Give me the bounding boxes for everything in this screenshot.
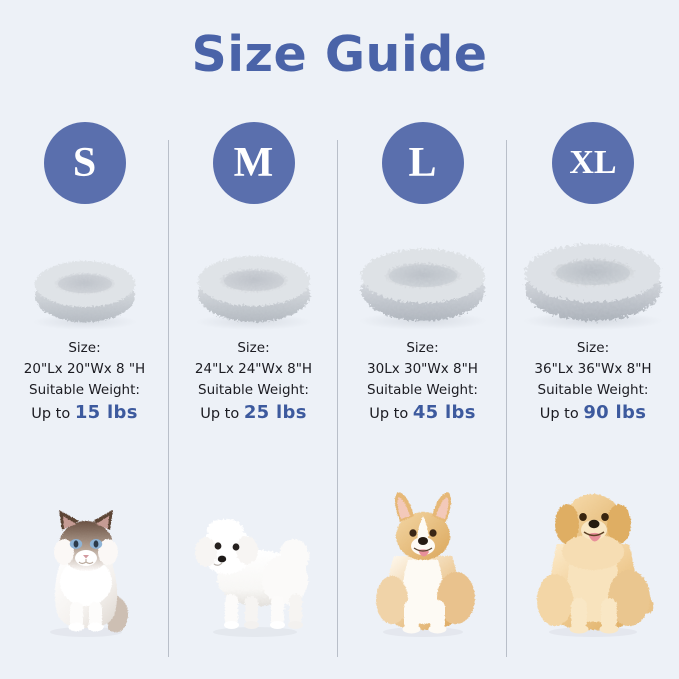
weight-label-xl: Suitable Weight: xyxy=(537,382,649,398)
size-badge-m: M xyxy=(212,122,295,204)
fluffy-donut-pet-bed-xlarge-icon xyxy=(523,244,663,330)
fluffy-donut-pet-bed-medium-icon xyxy=(195,256,312,330)
pet-image-wrap-xl xyxy=(507,425,679,658)
spec-text-s: Size: 20"Lx 20"Wx 8 "H Suitable Weight: … xyxy=(24,338,145,425)
bed-image-wrap-s xyxy=(0,204,169,336)
bichon-frise-standing-icon xyxy=(194,519,309,637)
weight-label-m: Suitable Weight: xyxy=(198,382,309,398)
ragdoll-cat-sitting-icon xyxy=(49,510,128,637)
dimensions-m: 24"Lx 24"Wx 8"H xyxy=(194,361,313,377)
size-badge-l: L xyxy=(381,122,464,204)
column-divider-3 xyxy=(506,140,507,657)
weight-value-l: 45 lbs xyxy=(412,402,476,423)
dimensions-s: 20"Lx 20"Wx 8 "H xyxy=(23,361,146,377)
pet-image-wrap-m xyxy=(169,425,338,658)
size-badge-xl: XL xyxy=(552,122,634,204)
weight-line-xl: Up to 90 lbs xyxy=(534,402,651,425)
weight-prefix-m: Up to xyxy=(200,406,244,422)
weight-label-s: Suitable Weight: xyxy=(29,382,140,398)
page-title: Size Guide xyxy=(191,26,488,83)
size-column-xl: XL xyxy=(507,118,679,658)
size-column-s: S xyxy=(0,118,169,658)
fluffy-donut-pet-bed-small-icon xyxy=(32,261,137,330)
corgi-sitting-icon xyxy=(375,492,475,637)
pet-image-wrap-l xyxy=(338,425,507,658)
golden-retriever-sitting-icon xyxy=(537,494,654,637)
size-label-m: Size: xyxy=(237,340,270,356)
weight-label-l: Suitable Weight: xyxy=(367,382,478,398)
weight-value-s: 15 lbs xyxy=(74,402,138,423)
size-column-m: M xyxy=(169,118,338,658)
column-divider-1 xyxy=(168,140,169,657)
dimensions-xl: 36"Lx 36"Wx 8"H xyxy=(534,361,652,377)
weight-value-xl: 90 lbs xyxy=(583,402,647,423)
spec-text-l: Size: 30Lx 30"Wx 8"H Suitable Weight: Up… xyxy=(367,338,478,425)
column-divider-2 xyxy=(337,140,338,657)
fluffy-donut-pet-bed-large-icon xyxy=(358,249,487,330)
weight-prefix-s: Up to xyxy=(31,406,75,422)
pet-image-wrap-s xyxy=(0,425,169,658)
size-label-l: Size: xyxy=(406,340,439,356)
dimensions-l: 30Lx 30"Wx 8"H xyxy=(367,361,478,377)
weight-line-s: Up to 15 lbs xyxy=(24,402,145,425)
weight-line-l: Up to 45 lbs xyxy=(367,402,478,425)
size-columns: S xyxy=(0,118,679,658)
size-label-s: Size: xyxy=(68,340,101,356)
spec-text-xl: Size: 36"Lx 36"Wx 8"H Suitable Weight: U… xyxy=(534,338,651,425)
size-column-l: L xyxy=(338,118,507,658)
bed-image-wrap-xl xyxy=(507,204,679,336)
bed-image-wrap-l xyxy=(338,204,507,336)
bed-image-wrap-m xyxy=(169,204,338,336)
weight-prefix-l: Up to xyxy=(369,406,413,422)
weight-line-m: Up to 25 lbs xyxy=(195,402,312,425)
size-badge-s: S xyxy=(43,122,126,204)
weight-prefix-xl: Up to xyxy=(539,406,584,422)
spec-text-m: Size: 24"Lx 24"Wx 8"H Suitable Weight: U… xyxy=(195,338,312,425)
size-label-xl: Size: xyxy=(576,340,610,356)
weight-value-m: 25 lbs xyxy=(243,402,307,423)
